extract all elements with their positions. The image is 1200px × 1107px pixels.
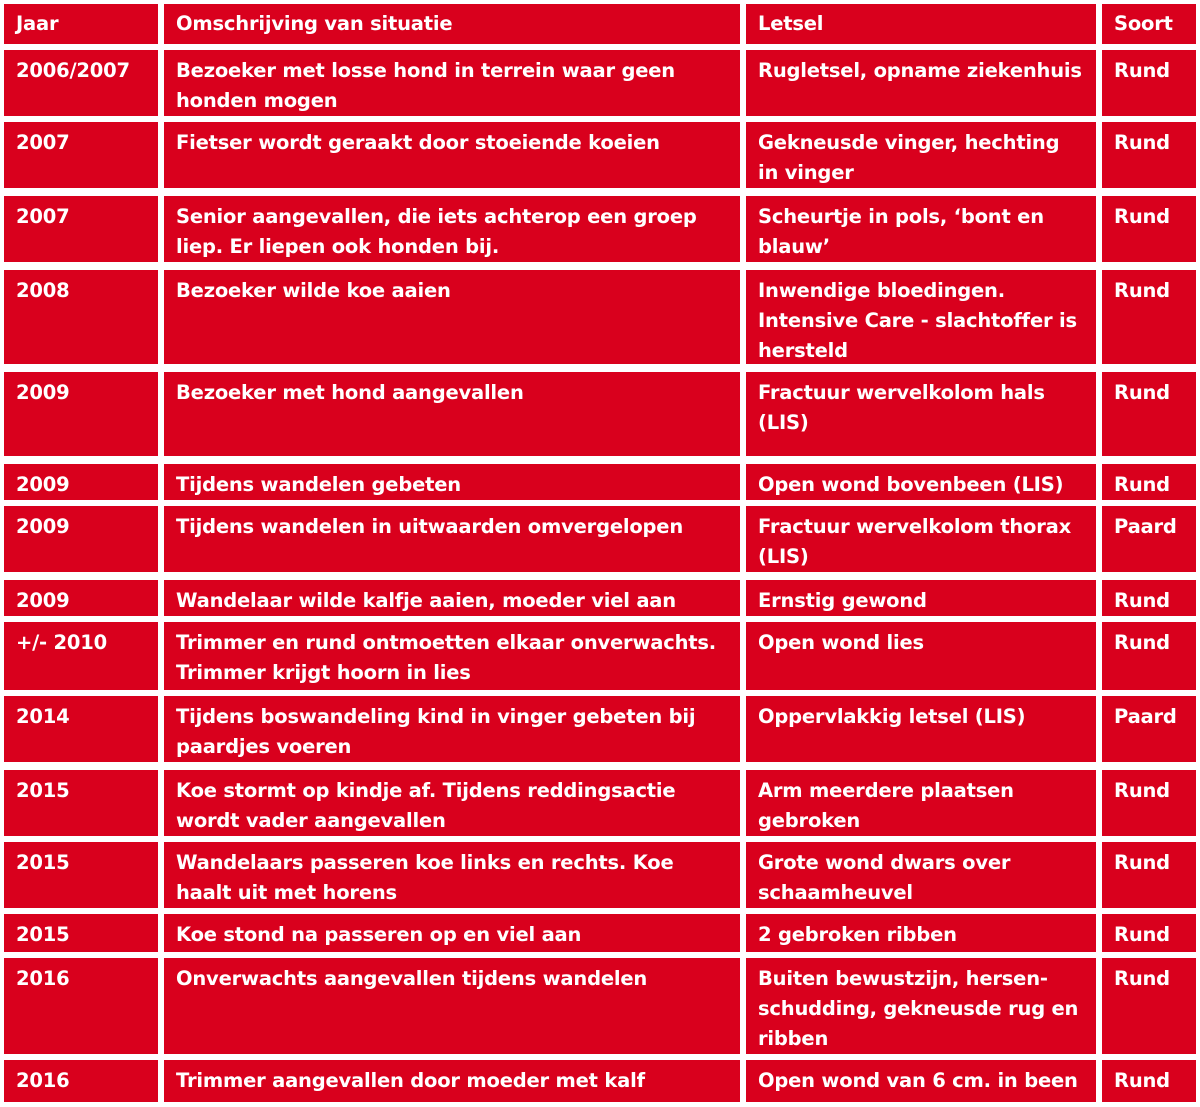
cell-soort: Rund [1102, 842, 1196, 908]
cell-letsel: Oppervlakkig letsel (LIS) [746, 696, 1096, 762]
header-letsel: Letsel [746, 4, 1096, 44]
cell-jaar: 2016 [4, 1060, 158, 1102]
cell-jaar: 2009 [4, 372, 158, 456]
cell-soort: Rund [1102, 770, 1196, 836]
cell-soort: Rund [1102, 1060, 1196, 1102]
cell-omschrijving: Wandelaars passeren koe links en rechts.… [164, 842, 740, 908]
cell-jaar: 2007 [4, 122, 158, 188]
cell-omschrijving: Koe stormt op kindje af. Tijdens redding… [164, 770, 740, 836]
cell-letsel: Buiten bewustzijn, hersen- schudding, ge… [746, 958, 1096, 1054]
cell-soort: Rund [1102, 580, 1196, 616]
cell-letsel: Fractuur wervelkolom hals (LIS) [746, 372, 1096, 456]
cell-omschrijving: Senior aangevallen, die iets achterop ee… [164, 196, 740, 262]
cell-soort: Rund [1102, 196, 1196, 262]
cell-omschrijving: Tijdens wandelen gebeten [164, 464, 740, 500]
cell-letsel: 2 gebroken ribben [746, 914, 1096, 952]
cell-omschrijving: Trimmer aangevallen door moeder met kalf [164, 1060, 740, 1102]
cell-letsel: Fractuur wervelkolom thorax (LIS) [746, 506, 1096, 572]
header-omschrijving: Omschrijving van situatie [164, 4, 740, 44]
cell-letsel: Open wond lies [746, 622, 1096, 690]
cell-letsel: Rugletsel, opname ziekenhuis [746, 50, 1096, 116]
cell-jaar: 2007 [4, 196, 158, 262]
cell-letsel: Grote wond dwars over schaamheuvel [746, 842, 1096, 908]
cell-soort: Rund [1102, 270, 1196, 364]
cell-soort: Rund [1102, 914, 1196, 952]
cell-omschrijving: Koe stond na passeren op en viel aan [164, 914, 740, 952]
cell-letsel: Open wond bovenbeen (LIS) [746, 464, 1096, 500]
cell-omschrijving: Tijdens boswandeling kind in vinger gebe… [164, 696, 740, 762]
cell-soort: Rund [1102, 50, 1196, 116]
cell-soort: Paard [1102, 506, 1196, 572]
cell-jaar: 2015 [4, 842, 158, 908]
cell-omschrijving: Tijdens wandelen in uitwaarden omvergelo… [164, 506, 740, 572]
cell-soort: Rund [1102, 464, 1196, 500]
cell-jaar: 2015 [4, 770, 158, 836]
cell-letsel: Inwendige bloedingen. Intensive Care - s… [746, 270, 1096, 364]
cell-jaar: 2009 [4, 580, 158, 616]
cell-soort: Paard [1102, 696, 1196, 762]
cell-jaar: 2008 [4, 270, 158, 364]
cell-soort: Rund [1102, 622, 1196, 690]
cell-jaar: 2016 [4, 958, 158, 1054]
cell-letsel: Gekneusde vinger, hechting in vinger [746, 122, 1096, 188]
cell-omschrijving: Fietser wordt geraakt door stoeiende koe… [164, 122, 740, 188]
cell-jaar: 2015 [4, 914, 158, 952]
cell-omschrijving: Bezoeker met losse hond in terrein waar … [164, 50, 740, 116]
cell-soort: Rund [1102, 122, 1196, 188]
cell-omschrijving: Bezoeker wilde koe aaien [164, 270, 740, 364]
cell-soort: Rund [1102, 372, 1196, 456]
cell-jaar: +/- 2010 [4, 622, 158, 690]
cell-letsel: Open wond van 6 cm. in been [746, 1060, 1096, 1102]
cell-omschrijving: Onverwachts aangevallen tijdens wandelen [164, 958, 740, 1054]
cell-letsel: Arm meerdere plaatsen gebroken [746, 770, 1096, 836]
cell-jaar: 2009 [4, 464, 158, 500]
cell-jaar: 2006/2007 [4, 50, 158, 116]
header-jaar: Jaar [4, 4, 158, 44]
cell-omschrijving: Bezoeker met hond aangevallen [164, 372, 740, 456]
cell-letsel: Scheurtje in pols, ‘bont en blauw’ [746, 196, 1096, 262]
cell-omschrijving: Wandelaar wilde kalfje aaien, moeder vie… [164, 580, 740, 616]
header-soort: Soort [1102, 4, 1196, 44]
cell-soort: Rund [1102, 958, 1196, 1054]
cell-jaar: 2014 [4, 696, 158, 762]
cell-jaar: 2009 [4, 506, 158, 572]
cell-letsel: Ernstig gewond [746, 580, 1096, 616]
cell-omschrijving: Trimmer en rund ontmoetten elkaar onverw… [164, 622, 740, 690]
